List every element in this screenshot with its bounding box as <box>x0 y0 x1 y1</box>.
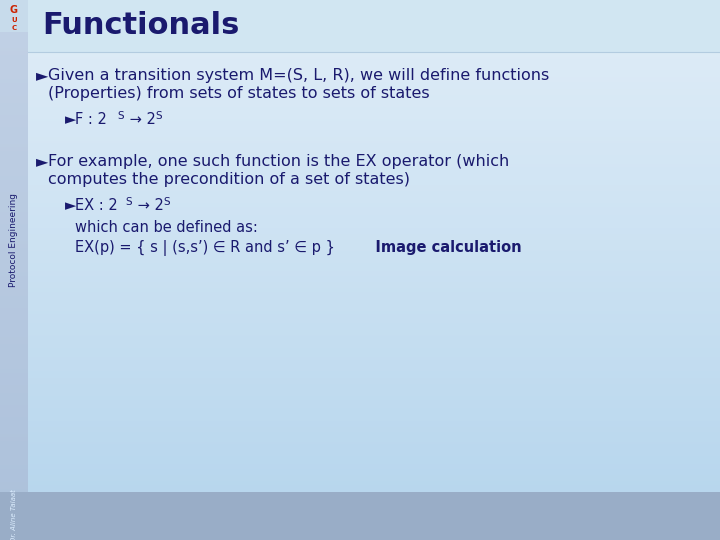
Text: ►: ► <box>36 68 48 83</box>
Text: S: S <box>117 111 124 121</box>
Text: Dr. Aline Talaat: Dr. Aline Talaat <box>11 490 17 540</box>
Text: which can be defined as:: which can be defined as: <box>75 220 258 235</box>
Text: → 2: → 2 <box>133 198 164 213</box>
Text: ►: ► <box>65 198 76 213</box>
Text: EX : 2: EX : 2 <box>75 198 118 213</box>
Text: C: C <box>12 25 17 31</box>
Text: S: S <box>155 111 161 121</box>
Text: S: S <box>163 197 170 207</box>
Text: Given a transition system M=(S, L, R), we will define functions: Given a transition system M=(S, L, R), w… <box>48 68 549 83</box>
Text: Image calculation: Image calculation <box>360 240 521 255</box>
Text: ►: ► <box>65 112 76 127</box>
Text: computes the precondition of a set of states): computes the precondition of a set of st… <box>48 172 410 187</box>
Text: For example, one such function is the EX operator (which: For example, one such function is the EX… <box>48 154 509 169</box>
Text: F : 2: F : 2 <box>75 112 107 127</box>
Text: (Properties) from sets of states to sets of states: (Properties) from sets of states to sets… <box>48 86 430 101</box>
Text: ►: ► <box>36 154 48 169</box>
Text: Functionals: Functionals <box>42 11 239 40</box>
Text: EX(p) = { s | (s,s’) ∈ R and s’ ∈ p }: EX(p) = { s | (s,s’) ∈ R and s’ ∈ p } <box>75 240 335 256</box>
Text: G: G <box>10 5 18 15</box>
Text: → 2: → 2 <box>125 112 156 127</box>
Text: Protocol Engineering: Protocol Engineering <box>9 193 19 287</box>
Text: S: S <box>125 197 132 207</box>
Text: U: U <box>12 17 17 23</box>
